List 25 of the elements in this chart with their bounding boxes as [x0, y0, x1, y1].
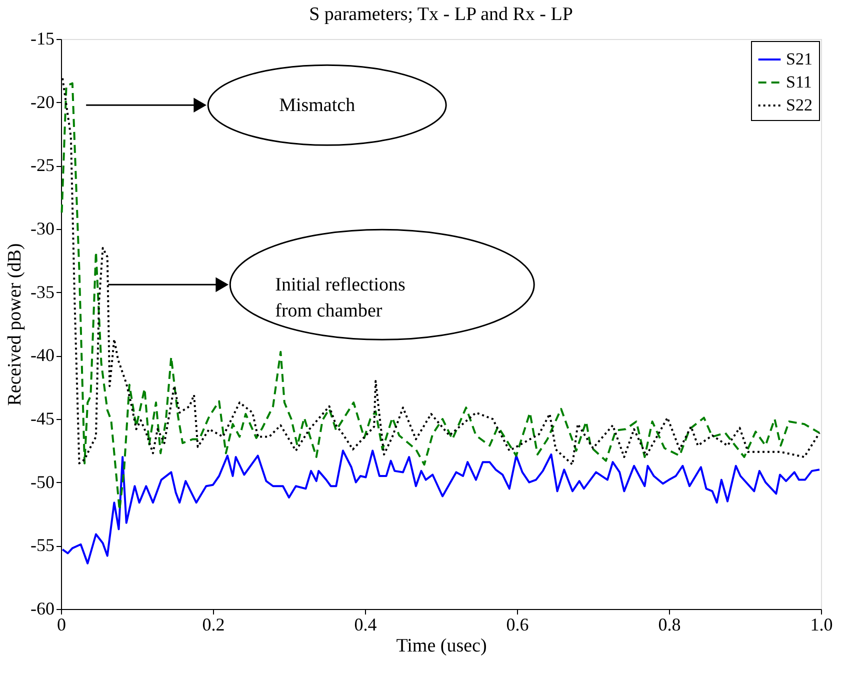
y-tick-label: -30: [30, 218, 54, 238]
x-tick-label: 0.4: [354, 614, 377, 634]
annotation: Initial reflections from chamber: [275, 274, 406, 322]
x-tick-label: 0.2: [202, 614, 225, 634]
x-tick-label: 1.0: [810, 614, 833, 634]
x-tick-label: 0.8: [658, 614, 681, 634]
x-axis-title: Time (usec): [396, 636, 487, 656]
y-tick-label: -60: [30, 598, 54, 618]
y-tick-label: -20: [30, 92, 54, 112]
x-tick-label: 0: [57, 614, 66, 634]
y-tick-label: -25: [30, 155, 54, 176]
legend-label: S21: [786, 50, 812, 68]
x-tick-label: 0.6: [506, 614, 529, 634]
chart-title: S parameters; Tx - LP and Rx - LP: [309, 4, 573, 25]
y-tick-label: -35: [30, 282, 54, 302]
legend-label: S22: [786, 96, 812, 114]
y-tick-label: -45: [30, 408, 54, 428]
y-tick-label: -50: [30, 472, 54, 492]
y-axis-title: Received power (dB): [4, 243, 26, 406]
legend-label: S11: [786, 72, 812, 92]
y-tick-label: -55: [30, 535, 54, 556]
line-series: [62, 450, 820, 564]
y-tick-label: -15: [30, 28, 54, 48]
annotation: Mismatch: [279, 95, 356, 116]
y-tick-label: -40: [30, 345, 54, 366]
